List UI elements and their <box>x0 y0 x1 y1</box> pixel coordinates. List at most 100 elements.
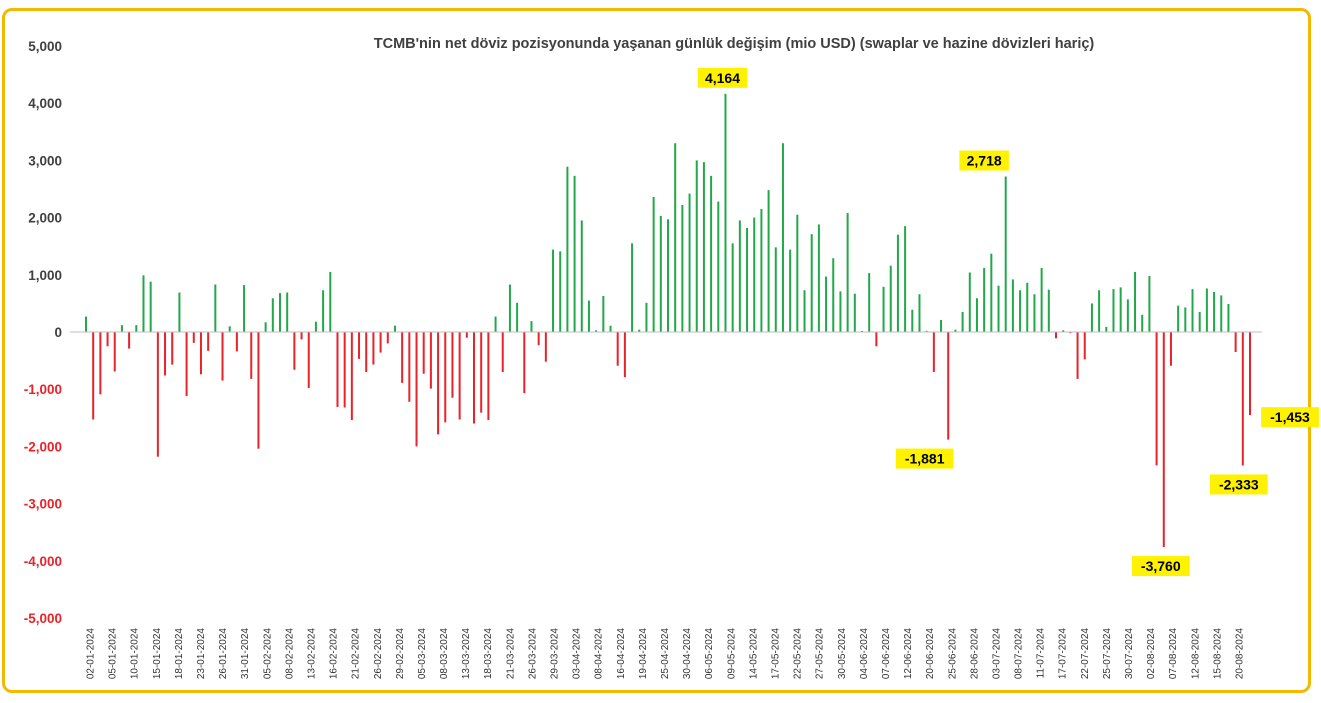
bar <box>1004 176 1007 332</box>
bar <box>120 325 123 332</box>
bar <box>171 332 174 365</box>
x-tick-label: 03-07-2024 <box>991 628 1002 680</box>
bar <box>681 205 684 332</box>
bar <box>710 175 713 332</box>
bar <box>465 332 468 338</box>
bar <box>587 300 590 332</box>
bar <box>1076 332 1079 379</box>
bar <box>314 321 317 332</box>
bar <box>99 332 102 395</box>
y-tick-label: 1,000 <box>28 268 62 283</box>
x-tick-label: 08-03-2024 <box>439 628 450 680</box>
bar <box>853 293 856 332</box>
x-tick-label: 17-05-2024 <box>770 628 781 680</box>
bar <box>128 332 131 349</box>
bar <box>1148 275 1151 332</box>
bar <box>379 332 382 353</box>
bar <box>307 332 310 389</box>
bar <box>932 332 935 373</box>
bar <box>271 298 274 332</box>
bar <box>358 332 361 359</box>
bar <box>1249 332 1251 416</box>
annotation-label: 2,718 <box>967 153 1002 169</box>
x-tick-label: 29-03-2024 <box>550 628 561 680</box>
x-tick-label: 08-02-2024 <box>284 628 295 680</box>
bar <box>544 332 547 362</box>
bar <box>142 275 145 332</box>
bar <box>975 298 978 332</box>
bar <box>1241 332 1244 466</box>
bar <box>429 332 432 389</box>
bar <box>149 281 152 332</box>
chart-title: TCMB'nin net döviz pozisyonunda yaşanan … <box>374 36 1095 52</box>
x-tick-label: 05-02-2024 <box>262 628 273 680</box>
bar <box>559 251 562 332</box>
bar <box>214 284 217 332</box>
bar <box>573 175 576 332</box>
bar <box>645 302 648 332</box>
bar <box>889 265 892 332</box>
bar <box>896 234 899 332</box>
x-tick-label: 18-01-2024 <box>174 628 185 680</box>
bar <box>164 332 167 376</box>
bar <box>473 332 475 424</box>
x-tick-label: 02-01-2024 <box>86 628 97 680</box>
bar <box>235 332 238 352</box>
bar <box>1090 303 1093 332</box>
bar <box>746 227 749 332</box>
bar <box>199 332 202 375</box>
annotation-label: -3,760 <box>1141 558 1181 574</box>
bar <box>530 321 533 332</box>
x-tick-label: 25-06-2024 <box>947 628 958 680</box>
x-tick-label: 13-02-2024 <box>306 628 317 680</box>
bar <box>178 292 181 332</box>
bar <box>329 271 332 332</box>
x-tick-label: 03-04-2024 <box>572 628 583 680</box>
bar <box>918 294 921 332</box>
bar <box>990 253 993 332</box>
bar <box>667 219 669 332</box>
bar <box>911 309 914 332</box>
x-tick-label: 04-06-2024 <box>859 628 870 680</box>
bar <box>817 224 820 332</box>
bar <box>796 214 799 332</box>
bar <box>1105 326 1108 332</box>
x-tick-label: 11-07-2024 <box>1036 628 1047 679</box>
bar <box>508 284 511 332</box>
bar <box>501 332 504 373</box>
x-tick-label: 26-03-2024 <box>527 628 538 680</box>
x-tick-label: 09-05-2024 <box>726 628 737 680</box>
bar <box>372 332 375 365</box>
bar <box>767 190 770 332</box>
bar <box>1126 299 1129 332</box>
x-tick-label: 26-02-2024 <box>373 628 384 680</box>
bar <box>1205 288 1208 332</box>
x-tick-label: 30-04-2024 <box>682 628 693 680</box>
bar <box>580 220 583 332</box>
bar <box>846 213 849 332</box>
x-tick-label: 30-07-2024 <box>1124 628 1135 680</box>
x-tick-label: 16-02-2024 <box>329 628 340 680</box>
x-tick-label: 23-01-2024 <box>196 628 207 680</box>
x-tick-label: 06-05-2024 <box>704 628 715 680</box>
y-tick-label: -3,000 <box>24 497 62 512</box>
x-tick-label: 20-06-2024 <box>925 628 936 680</box>
annotation-box <box>1261 407 1319 428</box>
bar <box>228 326 231 332</box>
bar <box>1112 289 1115 332</box>
bar <box>1169 332 1172 366</box>
x-tick-label: 29-02-2024 <box>395 628 406 680</box>
bar <box>1062 330 1065 332</box>
bar <box>638 329 641 332</box>
bar <box>566 166 569 332</box>
bar <box>243 285 246 332</box>
x-tick-label: 15-08-2024 <box>1212 628 1223 680</box>
bar <box>408 332 411 402</box>
bar <box>516 302 519 332</box>
bar <box>106 332 109 347</box>
annotation-box <box>895 448 954 469</box>
chart-frame <box>2 8 1311 693</box>
bar <box>92 332 95 420</box>
bar <box>386 332 389 344</box>
annotation-label: -1,881 <box>905 451 945 467</box>
